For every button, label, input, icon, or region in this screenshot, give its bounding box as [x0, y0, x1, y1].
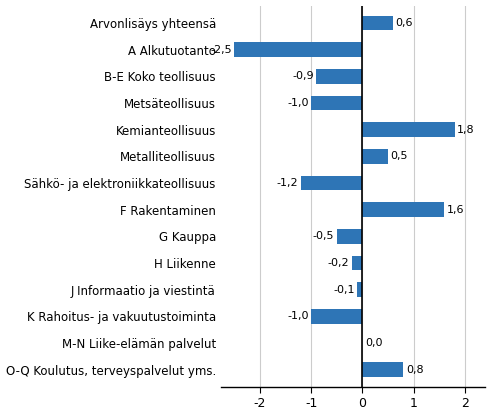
Text: 0,6: 0,6	[396, 18, 413, 28]
Text: 0,0: 0,0	[365, 338, 382, 348]
Text: -1,0: -1,0	[287, 98, 308, 108]
Bar	[316, 69, 362, 84]
Bar	[362, 149, 388, 163]
Bar	[362, 15, 393, 30]
Text: 1,6: 1,6	[447, 205, 464, 215]
Text: -0,9: -0,9	[292, 71, 314, 81]
Bar	[301, 176, 362, 190]
Bar	[337, 229, 362, 244]
Bar	[352, 256, 362, 270]
Bar	[311, 96, 362, 110]
Bar	[362, 202, 444, 217]
Text: -0,1: -0,1	[333, 285, 355, 295]
Text: 0,5: 0,5	[390, 151, 408, 161]
Text: -1,0: -1,0	[287, 311, 308, 321]
Text: 0,8: 0,8	[406, 365, 424, 375]
Bar	[362, 122, 455, 137]
Text: -1,2: -1,2	[276, 178, 298, 188]
Text: 1,8: 1,8	[457, 125, 475, 135]
Bar	[362, 362, 404, 377]
Text: -2,5: -2,5	[210, 45, 232, 54]
Text: -0,2: -0,2	[328, 258, 350, 268]
Text: -0,5: -0,5	[313, 231, 334, 241]
Bar	[234, 42, 362, 57]
Bar	[357, 282, 362, 297]
Bar	[311, 309, 362, 324]
